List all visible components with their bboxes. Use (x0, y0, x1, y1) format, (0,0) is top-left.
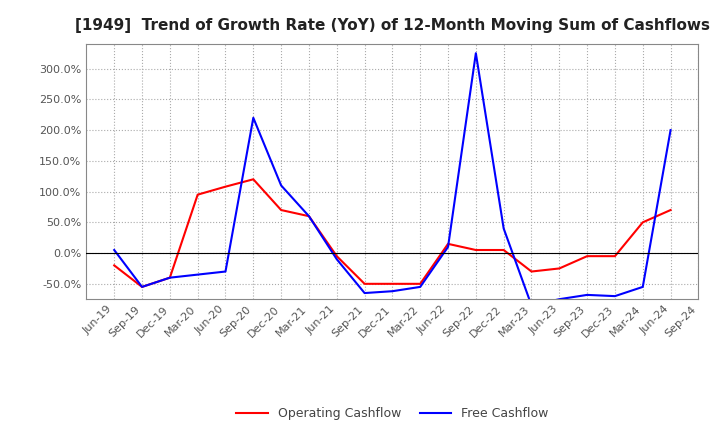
Free Cashflow (249, 115, 258, 121)
Free Cashflow (582, 292, 591, 297)
Line: Free Cashflow: Free Cashflow (114, 53, 670, 305)
Operating Cashflow (194, 192, 202, 197)
Free Cashflow (138, 284, 146, 290)
Operating Cashflow (388, 281, 397, 286)
Operating Cashflow (416, 281, 425, 286)
Free Cashflow (305, 213, 313, 219)
Operating Cashflow (305, 213, 313, 219)
Operating Cashflow (138, 284, 146, 290)
Line: Operating Cashflow: Operating Cashflow (114, 179, 670, 287)
Operating Cashflow (639, 220, 647, 225)
Operating Cashflow (611, 253, 619, 259)
Free Cashflow (444, 244, 452, 249)
Free Cashflow (110, 247, 119, 253)
Operating Cashflow (555, 266, 564, 271)
Operating Cashflow (500, 247, 508, 253)
Free Cashflow (194, 272, 202, 277)
Operating Cashflow (166, 275, 174, 280)
Operating Cashflow (333, 253, 341, 259)
Free Cashflow (666, 128, 675, 133)
Operating Cashflow (527, 269, 536, 274)
Operating Cashflow (444, 241, 452, 246)
Free Cashflow (555, 297, 564, 302)
Operating Cashflow (472, 247, 480, 253)
Free Cashflow (527, 303, 536, 308)
Operating Cashflow (360, 281, 369, 286)
Free Cashflow (388, 289, 397, 294)
Operating Cashflow (582, 253, 591, 259)
Operating Cashflow (249, 176, 258, 182)
Free Cashflow (416, 284, 425, 290)
Operating Cashflow (666, 207, 675, 213)
Free Cashflow (166, 275, 174, 280)
Free Cashflow (333, 257, 341, 262)
Free Cashflow (360, 290, 369, 296)
Free Cashflow (276, 183, 285, 188)
Free Cashflow (611, 293, 619, 299)
Operating Cashflow (276, 207, 285, 213)
Operating Cashflow (221, 184, 230, 189)
Free Cashflow (472, 51, 480, 56)
Free Cashflow (221, 269, 230, 274)
Legend: Operating Cashflow, Free Cashflow: Operating Cashflow, Free Cashflow (231, 403, 554, 425)
Free Cashflow (500, 226, 508, 231)
Operating Cashflow (110, 263, 119, 268)
Free Cashflow (639, 284, 647, 290)
Title: [1949]  Trend of Growth Rate (YoY) of 12-Month Moving Sum of Cashflows: [1949] Trend of Growth Rate (YoY) of 12-… (75, 18, 710, 33)
